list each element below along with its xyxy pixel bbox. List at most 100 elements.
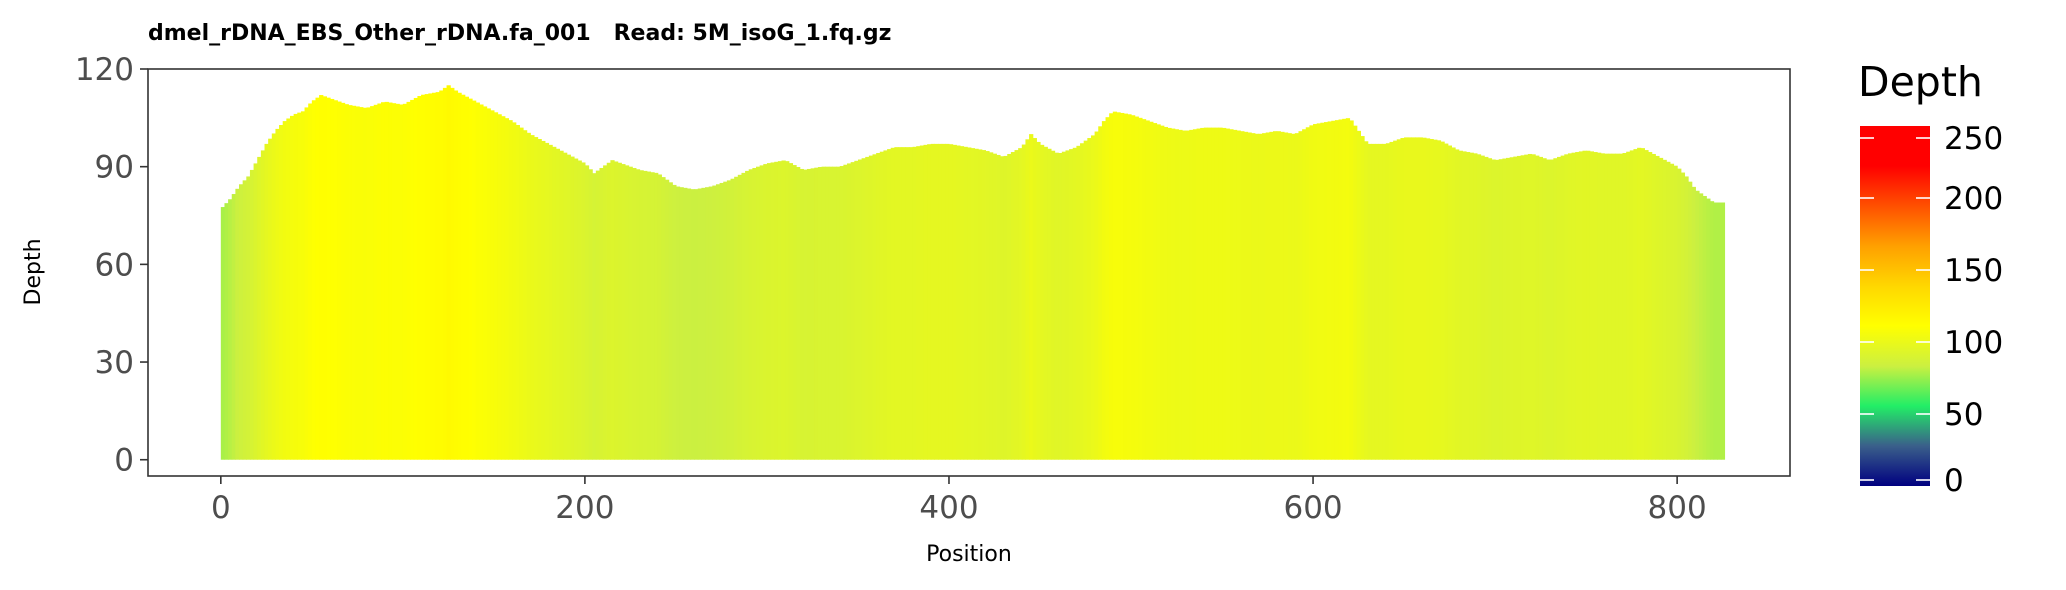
depth-bar bbox=[1112, 111, 1118, 460]
depth-bar bbox=[1702, 195, 1707, 460]
depth-bar bbox=[923, 144, 928, 460]
depth-bar bbox=[1356, 130, 1361, 460]
depth-bar bbox=[1684, 176, 1689, 460]
x-tick-label: 200 bbox=[555, 490, 614, 526]
depth-bar bbox=[1087, 138, 1092, 460]
depth-bar bbox=[1455, 149, 1460, 460]
depth-bar bbox=[1498, 159, 1503, 460]
depth-bar bbox=[1105, 117, 1110, 460]
depth-bar bbox=[832, 166, 837, 460]
depth-bar bbox=[326, 97, 331, 460]
depth-bar bbox=[1648, 152, 1653, 460]
depth-bar bbox=[1171, 128, 1176, 460]
depth-bar bbox=[806, 168, 812, 460]
depth-bar bbox=[1542, 158, 1547, 460]
depth-bar bbox=[293, 113, 298, 460]
depth-bar bbox=[595, 170, 601, 460]
depth-bar bbox=[916, 146, 921, 460]
depth-bar bbox=[246, 176, 251, 460]
depth-bar bbox=[1629, 150, 1635, 460]
depth-bar bbox=[1254, 133, 1260, 460]
depth-bar bbox=[825, 166, 830, 460]
depth-bar bbox=[1422, 137, 1427, 460]
depth-bar bbox=[774, 161, 779, 460]
depth-bar bbox=[377, 103, 382, 460]
depth-bar bbox=[257, 156, 262, 460]
depth-area-bars bbox=[220, 85, 1726, 460]
depth-bar bbox=[1320, 122, 1325, 460]
depth-bar bbox=[497, 114, 502, 460]
depth-bar bbox=[1578, 151, 1584, 460]
depth-bar bbox=[967, 147, 972, 460]
depth-bar bbox=[632, 167, 637, 460]
depth-bar bbox=[1345, 118, 1351, 460]
depth-bar bbox=[1713, 202, 1718, 460]
depth-bar bbox=[1036, 141, 1041, 460]
legend-title: Depth bbox=[1858, 58, 1983, 106]
depth-bar bbox=[1094, 131, 1099, 460]
depth-bar bbox=[1232, 129, 1238, 460]
depth-bar bbox=[493, 112, 499, 460]
depth-bar bbox=[1058, 153, 1063, 460]
depth-bar bbox=[1429, 139, 1434, 460]
depth-bar bbox=[1589, 151, 1594, 460]
depth-bar bbox=[610, 160, 615, 460]
depth-bar bbox=[282, 121, 287, 460]
depth-bar bbox=[453, 90, 459, 460]
depth-bar bbox=[970, 148, 976, 460]
depth-bar bbox=[1516, 155, 1522, 460]
depth-bar bbox=[523, 130, 528, 460]
depth-bar bbox=[311, 100, 317, 460]
depth-bar bbox=[989, 152, 994, 460]
depth-bar bbox=[1127, 114, 1132, 460]
y-tick-label: 60 bbox=[95, 247, 134, 283]
depth-bar bbox=[1371, 143, 1376, 460]
depth-bar bbox=[694, 189, 699, 460]
depth-bar bbox=[606, 162, 611, 460]
depth-bar bbox=[581, 162, 586, 460]
depth-bar bbox=[555, 148, 561, 460]
depth-bar bbox=[388, 102, 393, 460]
depth-bar bbox=[1487, 158, 1493, 460]
depth-bar bbox=[883, 150, 888, 460]
depth-bar bbox=[1050, 150, 1056, 460]
depth-bar bbox=[1240, 131, 1245, 460]
depth-bar bbox=[603, 165, 608, 460]
depth-bar bbox=[643, 170, 648, 460]
depth-bar bbox=[890, 147, 895, 460]
depth-bar bbox=[1404, 137, 1409, 460]
depth-bar bbox=[297, 112, 302, 460]
depth-bar bbox=[1298, 131, 1303, 460]
depth-bar bbox=[304, 107, 309, 460]
depth-bar bbox=[857, 159, 863, 460]
depth-bar bbox=[1222, 127, 1227, 460]
depth-bar bbox=[1098, 126, 1103, 460]
depth-bar bbox=[1305, 127, 1311, 460]
depth-bar bbox=[1072, 147, 1077, 460]
depth-bar bbox=[803, 169, 808, 460]
depth-bar bbox=[828, 166, 834, 460]
depth-bar bbox=[1287, 133, 1292, 460]
depth-bar bbox=[996, 154, 1001, 460]
depth-bar bbox=[657, 174, 662, 460]
depth-bar bbox=[927, 144, 932, 460]
depth-bar bbox=[1567, 153, 1573, 460]
depth-bar bbox=[792, 165, 797, 460]
depth-bar bbox=[723, 181, 728, 460]
depth-bar bbox=[836, 166, 841, 460]
depth-bar bbox=[1200, 127, 1205, 460]
depth-bar bbox=[1662, 159, 1667, 460]
depth-bar bbox=[938, 143, 943, 460]
depth-bar bbox=[1546, 159, 1551, 460]
depth-bar bbox=[941, 143, 946, 460]
depth-bar bbox=[701, 187, 706, 460]
depth-bar bbox=[1531, 154, 1536, 460]
depth-bar bbox=[464, 96, 469, 460]
depth-bar bbox=[333, 100, 338, 460]
depth-bar bbox=[1225, 128, 1230, 460]
depth-bar bbox=[242, 180, 247, 460]
depth-bar bbox=[1491, 159, 1496, 460]
depth-bar bbox=[756, 166, 761, 460]
depth-bar bbox=[919, 145, 925, 460]
depth-bar bbox=[592, 173, 597, 460]
